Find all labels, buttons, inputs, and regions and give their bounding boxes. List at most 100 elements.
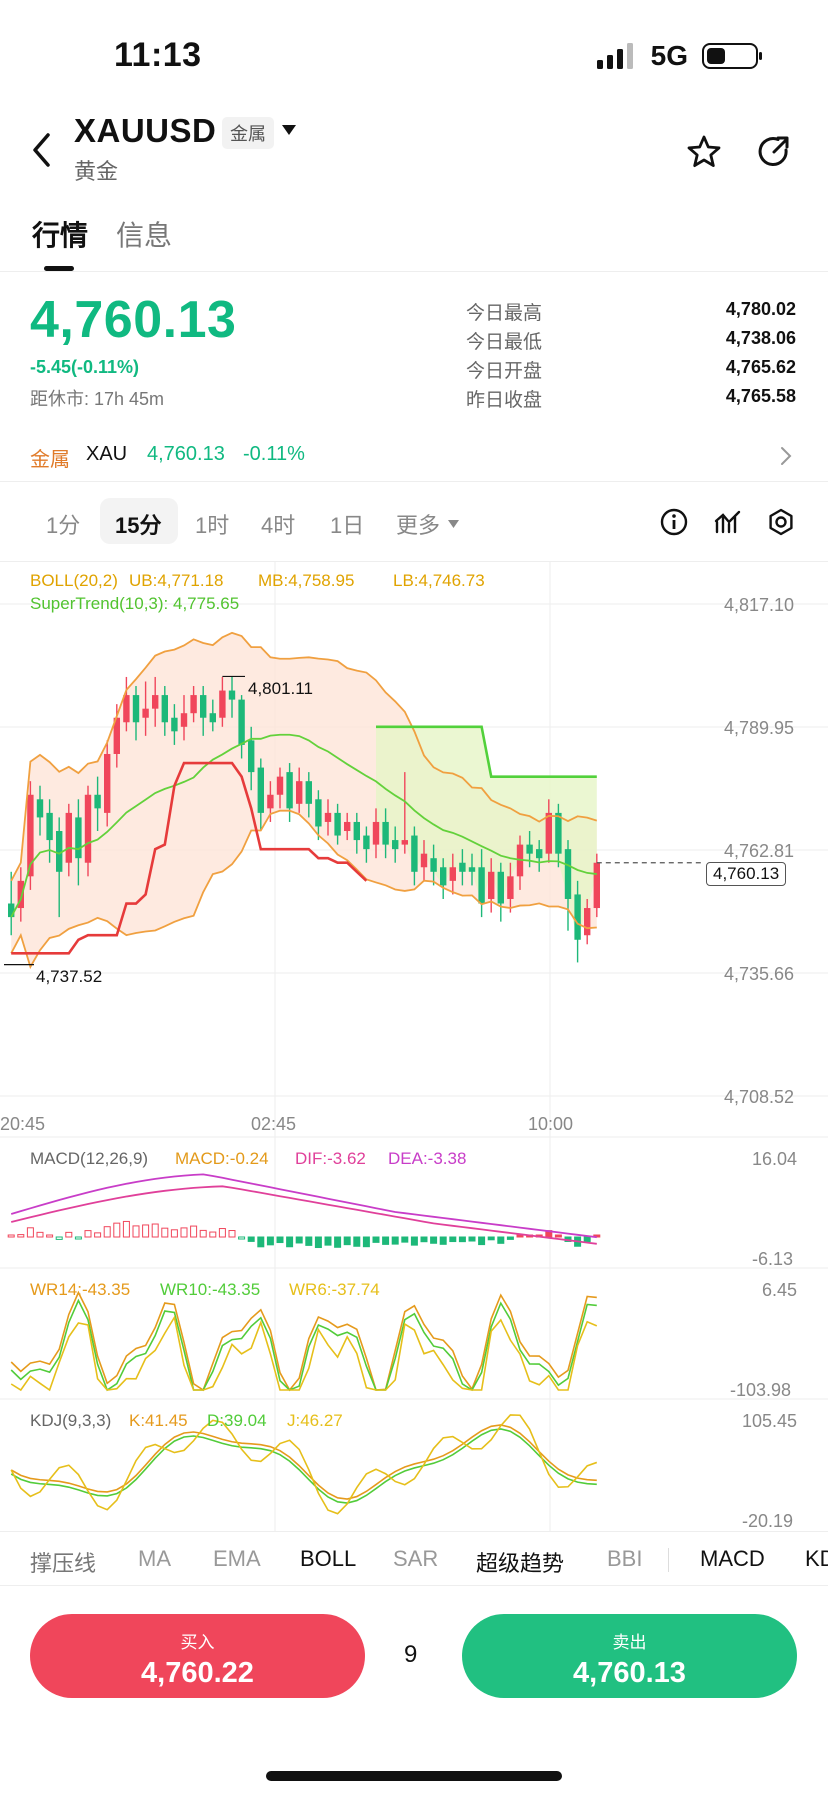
macd-bar — [199, 1229, 207, 1238]
indicator-tab-ema[interactable]: EMA — [213, 1546, 261, 1571]
macd-bar — [84, 1230, 92, 1238]
candle-body — [123, 695, 130, 723]
candle-body — [574, 894, 581, 940]
timeframe-1h[interactable]: 1时 — [195, 513, 230, 538]
stat-value-prev-close: 4,765.58 — [725, 386, 796, 406]
related-category[interactable]: 金属 — [30, 449, 70, 471]
indicator-tab-support[interactable]: 撑压线 — [30, 1551, 97, 1576]
kdj-legend-name: KDJ(9,3,3) — [30, 1411, 112, 1430]
candle-body — [94, 794, 101, 809]
info-icon[interactable] — [660, 508, 688, 536]
candle-body — [305, 781, 312, 804]
macd-bar — [17, 1234, 25, 1238]
tab-info[interactable]: 信息 — [116, 220, 173, 251]
candle-body — [276, 776, 284, 795]
macd-bar — [218, 1228, 226, 1238]
macd-bar — [161, 1227, 169, 1238]
candle-body — [228, 690, 236, 700]
share-icon[interactable] — [756, 134, 792, 170]
tab-market[interactable]: 行情 — [32, 220, 89, 251]
macd-bar — [276, 1236, 284, 1244]
candle-body — [363, 835, 370, 850]
macd-legend-dea: DEA:-3.38 — [388, 1149, 467, 1168]
macd-bar — [478, 1236, 486, 1246]
divider — [668, 1548, 669, 1572]
candle-body — [142, 708, 149, 718]
candle-body — [334, 812, 341, 836]
macd-bar — [314, 1236, 322, 1249]
related-symbol[interactable]: XAU — [86, 443, 128, 465]
sell-button[interactable]: 卖出 4,760.13 — [462, 1614, 797, 1698]
stat-label-prev-close: 昨日收盘 — [466, 390, 543, 411]
supertrend-fill — [376, 726, 597, 940]
related-change: -0.11% — [243, 443, 305, 465]
low-marker: 4,737.52 — [36, 967, 103, 986]
indicator-tab-bbi[interactable]: BBI — [607, 1546, 643, 1571]
indicator-tab-boll[interactable]: BOLL — [300, 1546, 357, 1571]
macd-bar — [382, 1236, 390, 1245]
caret-down-icon[interactable] — [281, 124, 297, 136]
chevron-right-icon[interactable] — [780, 446, 792, 466]
divider — [0, 271, 828, 272]
macd-bar — [94, 1232, 102, 1238]
macd-bar — [113, 1222, 121, 1238]
caret-down-icon[interactable] — [448, 520, 459, 528]
buy-label: 买入 — [180, 1633, 215, 1652]
macd-bar — [151, 1223, 159, 1238]
indicator-tab-macd[interactable]: MACD — [700, 1546, 765, 1571]
stat-value-open: 4,765.62 — [725, 357, 796, 377]
macd-legend-macd: MACD:-0.24 — [175, 1149, 269, 1168]
timeframe-15m[interactable]: 15分 — [115, 513, 162, 538]
candle-body — [488, 871, 495, 899]
kdj-j-line — [10, 1414, 598, 1515]
macd-bar — [343, 1236, 351, 1246]
x-axis-label: 20:45 — [0, 1114, 46, 1134]
y-axis-label: 4,735.66 — [724, 964, 795, 984]
candle-body — [478, 867, 485, 904]
timeframe-more[interactable]: 更多 — [396, 513, 441, 538]
price-chart[interactable] — [0, 562, 828, 1542]
macd-bar — [257, 1236, 265, 1248]
buy-button[interactable]: 买入 4,760.22 — [30, 1614, 365, 1698]
candle-body — [84, 794, 92, 863]
network-label: 5G — [650, 40, 688, 71]
boll-legend-ub: UB:4,771.18 — [129, 571, 224, 590]
macd-bar — [228, 1230, 236, 1238]
indicator-icon[interactable] — [714, 508, 742, 536]
timeframe-4h[interactable]: 4时 — [261, 513, 296, 538]
wr10-legend: WR10:-43.35 — [160, 1280, 261, 1299]
settings-icon[interactable] — [767, 508, 795, 536]
indicator-tab-sar[interactable]: SAR — [393, 1546, 439, 1571]
timeframe-1d[interactable]: 1日 — [330, 513, 365, 538]
buy-price: 4,760.22 — [141, 1657, 254, 1689]
supertrend-area — [376, 726, 597, 940]
candle-body — [219, 690, 226, 718]
macd-bar — [295, 1236, 303, 1244]
macd-bar — [391, 1236, 399, 1245]
back-chevron-icon[interactable] — [30, 132, 54, 168]
status-time: 11:13 — [114, 36, 202, 74]
x-axis-label: 02:45 — [251, 1114, 297, 1134]
indicator-tab-ma[interactable]: MA — [138, 1546, 171, 1571]
candle-body — [536, 849, 543, 859]
macd-bar — [305, 1236, 313, 1246]
kdj-k-line — [10, 1424, 597, 1500]
candle-body — [584, 908, 591, 936]
candles — [8, 676, 600, 963]
macd-bar — [353, 1236, 361, 1247]
candle-body — [152, 695, 159, 709]
timeframe-1m[interactable]: 1分 — [46, 513, 81, 538]
indicator-tab-kdj[interactable]: KD — [805, 1546, 828, 1571]
wr10-line — [10, 1298, 597, 1392]
sell-label: 卖出 — [612, 1633, 647, 1652]
candle-body — [497, 871, 504, 904]
candle-body — [113, 717, 120, 754]
macd-bar — [65, 1231, 73, 1238]
star-icon[interactable] — [686, 134, 722, 170]
candle-body — [161, 695, 168, 723]
wr6-line — [10, 1315, 598, 1392]
macd-bar — [142, 1224, 150, 1238]
candle-body — [132, 695, 140, 723]
candle-body — [46, 812, 53, 841]
indicator-tab-supertrend[interactable]: 超级趋势 — [476, 1551, 565, 1576]
